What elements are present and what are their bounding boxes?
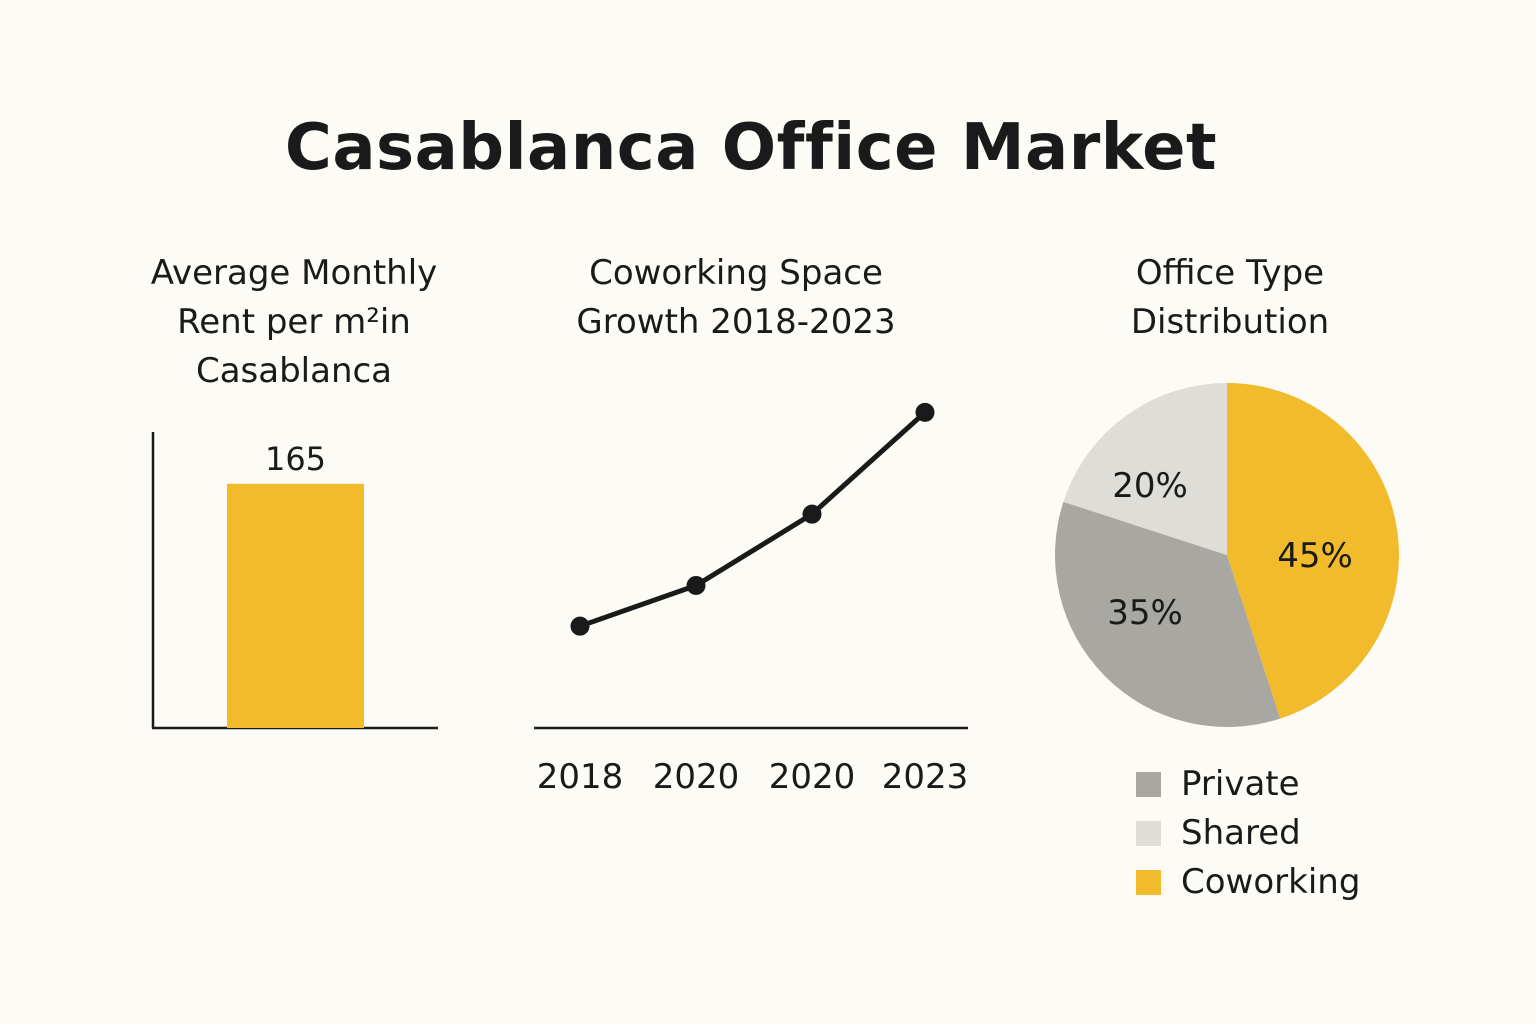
- bar-chart-title-line-2: Rent per m²in: [177, 302, 411, 342]
- pie-slice-shared: [1063, 383, 1227, 555]
- bar-data-label: 165: [265, 440, 326, 478]
- legend-item-private: Private: [1136, 760, 1360, 809]
- bar-chart-title-line-3: Casablanca: [195, 351, 393, 391]
- legend-label-private: Private: [1181, 764, 1300, 804]
- line-x-tick-label: 2020: [653, 757, 740, 797]
- line-chart: 2018 2020 2020 2023: [534, 402, 969, 797]
- pie-chart-title-line-2: Distribution: [1130, 302, 1330, 342]
- line-chart-title: Coworking Space Growth 2018-2023: [566, 249, 906, 347]
- page-title: Casablanca Office Market: [284, 111, 1218, 185]
- pie-slice-label-shared: 20%: [1112, 466, 1188, 506]
- pie-slice-private: [1055, 501, 1281, 727]
- bar: [227, 483, 364, 728]
- line-point: [915, 402, 935, 422]
- pie-chart: 45% 35% 20%: [1055, 383, 1399, 727]
- legend-label-shared: Shared: [1181, 813, 1301, 853]
- legend-label-coworking: Coworking: [1181, 862, 1361, 902]
- pie-legend: Private Shared Coworking: [1136, 760, 1360, 907]
- line-point: [802, 504, 822, 524]
- pie-slice-label-private: 35%: [1107, 593, 1183, 633]
- legend-item-shared: Shared: [1136, 809, 1360, 858]
- legend-swatch-coworking: [1136, 870, 1161, 895]
- bar-chart: 165: [151, 432, 438, 730]
- bar-chart-title-line-1: Average Monthly: [150, 253, 438, 293]
- legend-swatch-private: [1136, 772, 1161, 797]
- line-series: [579, 410, 927, 629]
- legend-item-coworking: Coworking: [1136, 858, 1360, 907]
- legend-swatch-shared: [1136, 821, 1161, 846]
- pie-chart-title-line-1: Office Type: [1135, 253, 1325, 293]
- line-point: [570, 616, 590, 636]
- line-x-tick-label: 2020: [769, 757, 856, 797]
- pie-slice-coworking: [1227, 383, 1399, 719]
- line-chart-title-line-2: Growth 2018-2023: [576, 302, 896, 342]
- line-x-tick-label: 2018: [537, 757, 624, 797]
- bar-chart-title: Average Monthly Rent per m²in Casablanca: [134, 249, 454, 396]
- line-point: [686, 575, 706, 595]
- pie-slice-label-coworking: 45%: [1277, 536, 1353, 576]
- line-x-tick-label: 2023: [882, 757, 969, 797]
- line-chart-title-line-1: Coworking Space: [589, 253, 883, 293]
- pie-chart-title: Office Type Distribution: [1070, 249, 1390, 347]
